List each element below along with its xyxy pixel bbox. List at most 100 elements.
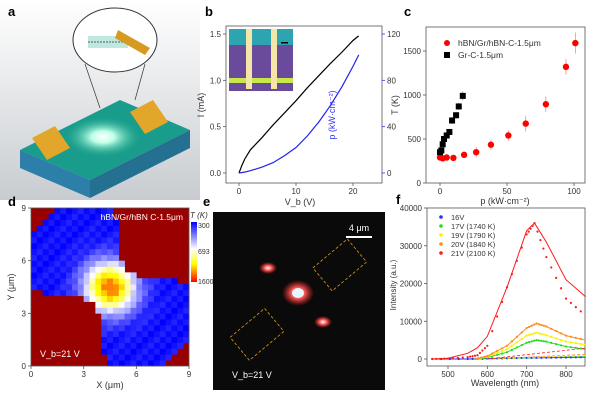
chart-d-ytick-label: 6 [22, 257, 27, 266]
spectrum-point [510, 348, 514, 351]
heatmap-cell [71, 272, 79, 279]
heatmap-cell [153, 348, 161, 355]
heatmap-cell [101, 213, 108, 221]
spectrum-point [525, 341, 528, 344]
heatmap-cell [95, 231, 102, 238]
heatmap-cell [77, 278, 84, 285]
heatmap-cell [77, 248, 84, 256]
chart-f-xtick-label: 700 [520, 370, 534, 379]
heatmap-cell [153, 278, 161, 285]
heatmap-cell [107, 325, 114, 332]
spectrum-point [555, 356, 558, 359]
heatmap-cell [101, 289, 108, 297]
heatmap-cell [148, 284, 155, 291]
heatmap-cell [177, 284, 184, 291]
heatmap-cell [148, 295, 155, 302]
spectrum-point [545, 340, 548, 343]
heatmap-cell [48, 260, 55, 267]
spectrum-point [574, 356, 577, 359]
data-point-hbn [487, 141, 495, 148]
heatmap-cell [107, 360, 114, 367]
heatmap-cell [112, 307, 120, 314]
right-electrode [130, 100, 168, 134]
heatmap-cell [71, 254, 79, 261]
heatmap-cell [112, 260, 120, 267]
heatmap-cell [171, 330, 178, 338]
colorbar-tick-label: 300 [198, 223, 210, 230]
chart-b-ylabel: I (mA) [196, 93, 206, 118]
heatmap-cell [71, 260, 79, 267]
chart-c-ytick-label: 0 [417, 179, 422, 188]
chart-b-right-ytick-label: 40 [387, 123, 396, 132]
spectrum-point [540, 332, 543, 335]
heatmap-cell [66, 254, 73, 261]
spectrum-point [515, 346, 518, 349]
spectrum-point [466, 356, 469, 359]
heatmap-cell [177, 330, 184, 338]
heatmap-cell [66, 266, 73, 273]
spectrum-point [539, 238, 542, 242]
chart-d-frame [30, 207, 190, 367]
heatmap-cell [153, 289, 161, 297]
heatmap-cell [101, 278, 108, 285]
legend-label: hBN/Gr/hBN-C-1.5μm [458, 38, 541, 48]
heatmap-cell [107, 319, 114, 326]
heatmap-cell [60, 208, 67, 215]
spectrum-point [448, 357, 452, 361]
legend-label: 21V (2100 K) [451, 249, 496, 258]
heatmap-cell [171, 284, 178, 291]
heatmap-cell [60, 289, 67, 297]
heatmap-cell [124, 360, 131, 367]
legend-marker [439, 215, 443, 219]
heatmap-cell [83, 260, 90, 267]
heatmap-cell [118, 313, 125, 320]
heatmap-cell [165, 319, 172, 326]
heatmap-cell [165, 330, 172, 338]
heatmap-cell [107, 336, 114, 343]
chart-b-left-ytick-label: 1.0 [210, 76, 222, 85]
heatmap-cell [124, 336, 131, 343]
spectrum-point [496, 349, 499, 352]
colorbar-tick-label: 1600 [198, 279, 214, 286]
heatmap-cell [83, 289, 90, 297]
heatmap-cell [112, 289, 120, 297]
spectrum-point [525, 233, 528, 236]
spectrum-point [491, 330, 494, 333]
heatmap-cell [118, 289, 125, 297]
heatmap-cell [71, 248, 79, 256]
heatmap-cell [136, 301, 143, 308]
heatmap-cell [101, 208, 108, 215]
heatmap-cell [107, 295, 114, 302]
heatmap-cell [148, 307, 155, 314]
heatmap-cell [159, 348, 166, 355]
heatmap-cell [66, 225, 73, 232]
bias-annotation-d: V_b=21 V [40, 349, 80, 359]
heatmap-cell [36, 231, 44, 238]
spectrum-point [574, 336, 577, 339]
heatmap-cell [101, 248, 108, 256]
chart-d-xtick-label: 9 [187, 370, 192, 379]
heatmap-cell [107, 330, 114, 338]
heatmap-cell [66, 219, 73, 226]
spectrum-point [550, 356, 553, 359]
heatmap-cell [118, 295, 125, 302]
heatmap-cell [60, 243, 67, 250]
heatmap-cell [95, 301, 102, 308]
heatmap-cell [177, 313, 184, 320]
heatmap-cell [159, 284, 166, 291]
heatmap-cell [124, 348, 131, 355]
heatmap-cell [48, 231, 55, 238]
data-point-gr [453, 112, 460, 119]
heatmap-cell [42, 272, 49, 279]
inset-electrode [115, 30, 150, 55]
heatmap-cell [118, 266, 125, 273]
heatmap-cell [112, 330, 120, 338]
heatmap-cell [136, 354, 143, 361]
heatmap-cell [60, 213, 67, 221]
heatmap-cell [83, 231, 90, 238]
magnifier-line [84, 63, 101, 109]
heatmap-cell [183, 313, 190, 320]
heatmap-cell [66, 260, 73, 267]
heatmap-cell [124, 278, 131, 285]
